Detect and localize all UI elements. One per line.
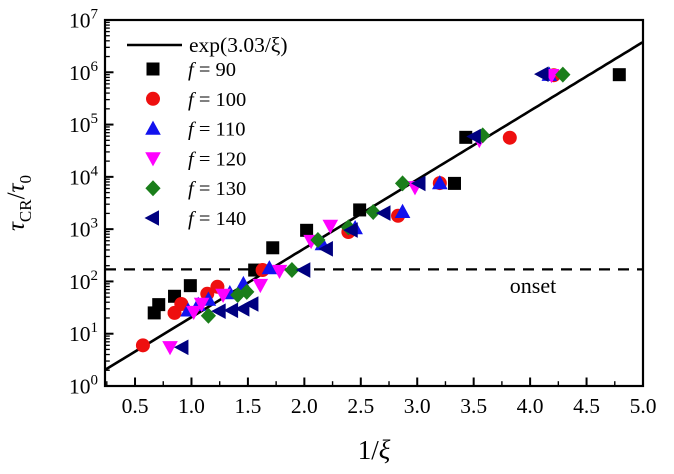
series-f-90 (147, 68, 626, 320)
data-point-triangle-down (322, 219, 339, 234)
y-tick-label: 102 (69, 268, 98, 294)
data-point-diamond (555, 66, 571, 83)
data-point-triangle-left (295, 262, 311, 278)
y-axis: 100 101 102 103 104 105 106 107 (69, 7, 114, 399)
legend-marker-triangle-up (145, 120, 161, 135)
data-point-circle (135, 338, 150, 353)
x-tick-label: 4.5 (573, 394, 600, 418)
x-tick-label: 4.0 (517, 394, 544, 418)
data-point-square (183, 279, 197, 293)
x-tick-label: 0.5 (122, 394, 149, 418)
x-axis-title: 1/ξ (358, 435, 391, 465)
data-point-diamond (239, 283, 255, 300)
y-tick-label: 104 (69, 163, 99, 189)
data-point-triangle-left (243, 296, 259, 312)
data-point-triangle-down (193, 297, 210, 313)
data-point-triangle-left (410, 175, 426, 192)
data-point-triangle-left (343, 222, 358, 238)
plot-border (103, 18, 645, 388)
x-tick-label: 2.0 (291, 394, 318, 418)
legend-fit-label: exp(3.03/ξ) (189, 33, 288, 57)
x-tick-label: 1.5 (234, 394, 261, 418)
data-point-triangle-left (466, 128, 481, 145)
data-point-diamond (394, 175, 411, 192)
legend-marker-triangle-down (145, 152, 161, 167)
onset-label: onset (510, 273, 556, 298)
y-tick-label: 101 (69, 320, 98, 346)
data-point-triangle-left (211, 303, 226, 319)
x-tick-label: 1.0 (178, 394, 205, 418)
legend-marker-triangle-left (144, 210, 159, 226)
data-point-diamond (310, 231, 326, 248)
data-point-diamond (365, 203, 381, 220)
data-point-triangle-down (252, 278, 269, 294)
data-point-triangle-down (162, 341, 178, 356)
data-point-square (353, 203, 367, 217)
x-tick-label: 3.0 (404, 394, 431, 418)
x-tick-label: 2.5 (347, 394, 374, 418)
legend-series-label: f = 130 (188, 178, 246, 200)
legend-series-label: f = 100 (188, 89, 246, 111)
data-point-square (612, 68, 626, 82)
series-f-140 (173, 66, 549, 356)
y-axis-title: τCR/τ0 (3, 175, 35, 231)
data-point-triangle-up (432, 175, 448, 190)
legend-series-label: f = 110 (188, 119, 246, 141)
legend-series-label: f = 90 (188, 59, 236, 81)
data-point-circle (502, 130, 517, 145)
y-tick-label: 100 (69, 373, 98, 399)
y-tick-label: 105 (69, 111, 98, 137)
y-tick-label: 106 (69, 59, 99, 85)
legend-marker-circle (146, 91, 160, 106)
data-point-diamond (200, 307, 217, 324)
y-tick-label: 107 (69, 7, 99, 33)
y-tick-label: 103 (69, 216, 98, 242)
data-point-triangle-left (534, 66, 549, 82)
legend-series-label: f = 140 (188, 208, 246, 230)
legend: exp(3.03/ξ)f = 90 f = 100 f = 110 f = 120 f … (127, 33, 288, 230)
x-tick-label: 3.5 (460, 394, 487, 418)
data-point-triangle-up (261, 260, 278, 275)
data-point-triangle-down (215, 288, 231, 304)
data-point-triangle-left (223, 302, 239, 319)
data-point-square (459, 130, 473, 144)
data-point-triangle-down (185, 305, 202, 321)
data-point-diamond (284, 262, 300, 279)
data-point-square (300, 223, 314, 237)
data-point-square (447, 176, 461, 190)
x-axis: 0.5 1.0 1.5 2.0 2.5 3.0 3.5 4.0 4.5 5.0 (106, 377, 657, 418)
legend-marker-diamond (145, 180, 161, 197)
data-point-triangle-left (173, 339, 189, 356)
data-point-triangle-down (271, 264, 288, 280)
data-point-triangle-up (394, 203, 411, 218)
data-point-circle (174, 297, 189, 312)
x-tick-label: 5.0 (630, 394, 657, 418)
data-point-square (266, 241, 280, 255)
legend-marker-square (146, 62, 160, 76)
data-point-triangle-left (318, 241, 333, 257)
data-point-triangle-left (375, 205, 391, 221)
data-point-square (152, 298, 166, 312)
series-f-130 (200, 66, 571, 324)
legend-series-label: f = 120 (188, 148, 246, 170)
